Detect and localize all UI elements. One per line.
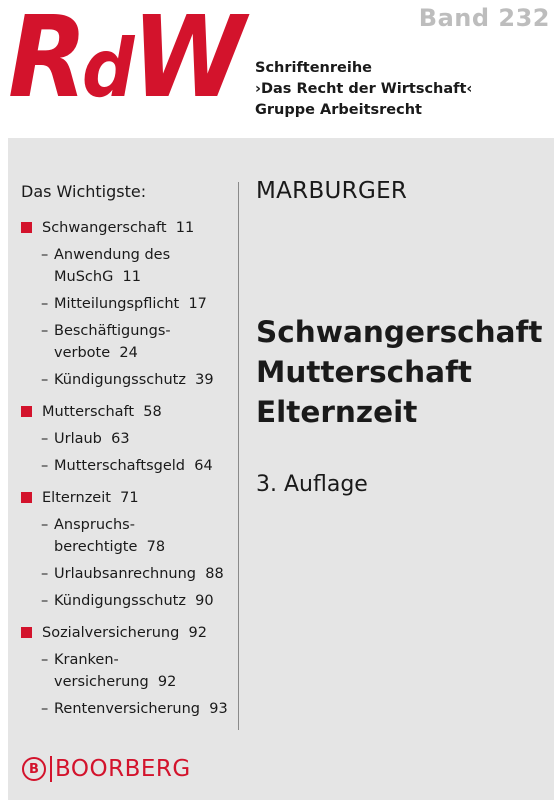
red-square-bullet-icon	[21, 627, 32, 638]
toc-sub-label: Mitteilungspflicht 17	[54, 296, 207, 312]
toc-sub-label: Kündigungsschutz 39	[54, 372, 214, 388]
toc-sub-entry: – Kranken-versicherung 92	[21, 649, 236, 693]
cover-header: RdW Band 232 Schriftenreihe ›Das Recht d…	[0, 0, 554, 135]
dash-bullet-icon: –	[41, 458, 49, 474]
toc-section: Elternzeit 71– Anspruchs-berechtigte 78– U…	[21, 487, 236, 612]
publisher-name: BOORBERG	[55, 756, 191, 782]
toc-section: Schwangerschaft 11– Anwendung des MuSchG 1…	[21, 217, 236, 391]
red-square-bullet-icon	[21, 492, 32, 503]
toc-main-label: Mutterschaft 58	[42, 404, 162, 420]
toc-sub-label: Kündigungsschutz 90	[54, 593, 214, 609]
toc-sub-entry: – Kündigungsschutz 90	[21, 590, 236, 612]
volume-number: Band 232	[418, 4, 550, 32]
toc-sub-label: Rentenversicherung 93	[54, 701, 228, 717]
toc-sub-label: Urlaub 63	[54, 431, 130, 447]
toc-sub-label: Kranken-versicherung 92	[54, 652, 177, 690]
toc-main-entry: Elternzeit 71	[21, 487, 236, 509]
dash-bullet-icon: –	[41, 593, 49, 609]
series-line-3: Gruppe Arbeitsrecht	[255, 102, 422, 118]
toc-section: Mutterschaft 58– Urlaub 63– Mutterschaftsg…	[21, 401, 236, 477]
toc-sub-entry: – Anspruchs-berechtigte 78	[21, 514, 236, 558]
toc-title: Das Wichtigste:	[21, 182, 147, 201]
author-name: MARBURGER	[256, 178, 408, 204]
dash-bullet-icon: –	[41, 701, 49, 717]
dash-bullet-icon: –	[41, 323, 49, 339]
toc-sub-entry: – Rentenversicherung 93	[21, 698, 236, 720]
toc-sub-entry: – Urlaub 63	[21, 428, 236, 450]
dash-bullet-icon: –	[41, 517, 49, 533]
toc-main-entry: Schwangerschaft 11	[21, 217, 236, 239]
toc-sections: Schwangerschaft 11– Anwendung des MuSchG 1…	[21, 217, 236, 720]
toc-sub-entry: – Anwendung des MuSchG 11	[21, 244, 236, 288]
toc-sub-label: Mutterschaftsgeld 64	[54, 458, 213, 474]
toc-sub-entry: – Kündigungsschutz 39	[21, 369, 236, 391]
dash-bullet-icon: –	[41, 431, 49, 447]
rdw-logo: RdW	[8, 0, 245, 123]
toc-sub-label: Urlaubsanrechnung 88	[54, 566, 224, 582]
column-divider	[238, 182, 239, 730]
toc-sub-entry: – Beschäftigungs-verbote 24	[21, 320, 236, 364]
toc-sub-label: Beschäftigungs-verbote 24	[54, 323, 171, 361]
toc-section: Sozialversicherung 92 – Kranken-versicheru…	[21, 622, 236, 720]
title-line-2: Mutterschaft	[256, 355, 473, 389]
series-info: Schriftenreihe ›Das Recht der Wirtschaft…	[255, 58, 472, 121]
series-line-1: Schriftenreihe	[255, 60, 372, 76]
toc-main-label: Schwangerschaft 11	[42, 220, 195, 236]
publisher-logo: B BOORBERG	[22, 756, 191, 782]
toc-main-entry: Mutterschaft 58	[21, 401, 236, 423]
title-line-3: Elternzeit	[256, 395, 418, 429]
red-square-bullet-icon	[21, 406, 32, 417]
cover-panel	[8, 138, 554, 800]
dash-bullet-icon: –	[41, 247, 49, 263]
toc-main-entry: Sozialversicherung 92	[21, 622, 236, 644]
dash-bullet-icon: –	[41, 372, 49, 388]
dash-bullet-icon: –	[41, 652, 49, 668]
publisher-divider	[50, 756, 52, 782]
toc-main-label: Sozialversicherung 92	[42, 625, 207, 641]
toc-sub-label: Anwendung des MuSchG 11	[54, 247, 171, 285]
dash-bullet-icon: –	[41, 296, 49, 312]
dash-bullet-icon: –	[41, 566, 49, 582]
toc-sub-entry: – Mitteilungspflicht 17	[21, 293, 236, 315]
series-line-2: ›Das Recht der Wirtschaft‹	[255, 81, 473, 97]
publisher-mark-icon: B	[22, 757, 46, 781]
book-title: Schwangerschaft Mutterschaft Elternzeit	[256, 312, 542, 432]
title-line-1: Schwangerschaft	[256, 315, 543, 349]
toc-sub-label: Anspruchs-berechtigte 78	[54, 517, 166, 555]
table-of-contents: Das Wichtigste: Schwangerschaft 11– Anwen…	[21, 181, 236, 730]
toc-sub-entry: – Mutterschaftsgeld 64	[21, 455, 236, 477]
toc-sub-entry: – Urlaubsanrechnung 88	[21, 563, 236, 585]
toc-main-label: Elternzeit 71	[42, 490, 139, 506]
red-square-bullet-icon	[21, 222, 32, 233]
edition: 3. Auflage	[256, 472, 368, 497]
